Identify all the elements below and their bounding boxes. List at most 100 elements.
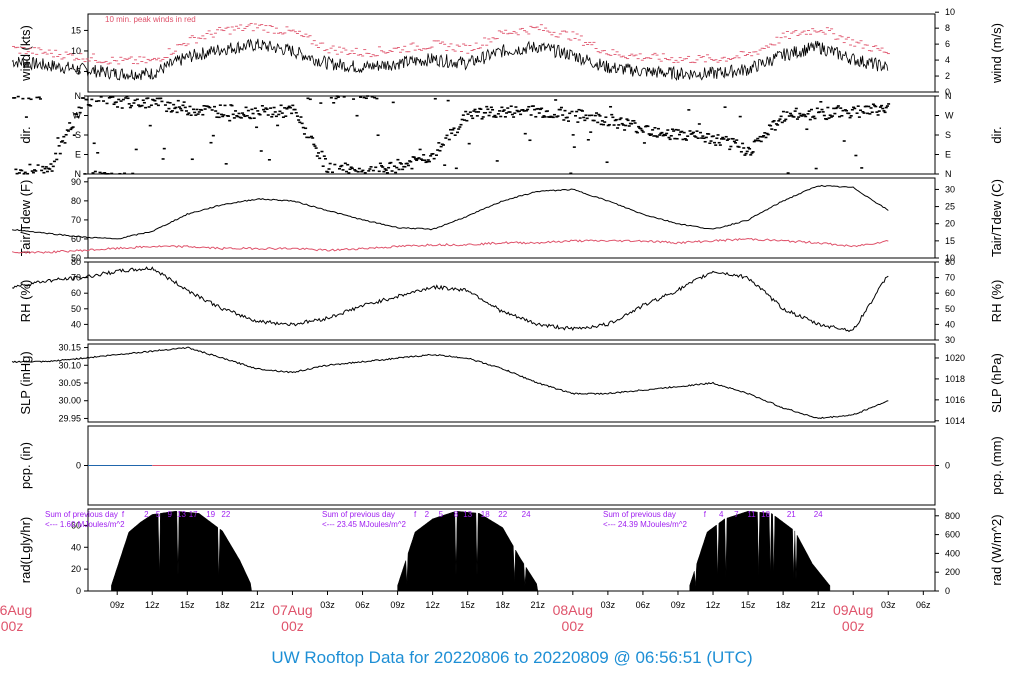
- y-tick-label-left: 50: [71, 304, 81, 314]
- panel-frame: [87, 95, 936, 175]
- y-axis-label-right: wind (m/s): [989, 23, 1004, 84]
- x-tick-label: 09z: [671, 600, 686, 610]
- y-tick-label-right: 50: [945, 304, 955, 314]
- dir-tick-label-left: E: [75, 150, 81, 160]
- x-tick-label: 21z: [811, 600, 826, 610]
- sunrise-hour-marker: 2: [425, 510, 430, 519]
- y-tick-label-left: 30.10: [58, 360, 81, 370]
- x-tick-label: 21z: [250, 600, 265, 610]
- dir-tick-label-right: E: [945, 150, 951, 160]
- y-tick-label-left: 70: [71, 215, 81, 225]
- y-axis-label-right: Tair/Tdew (C): [989, 179, 1004, 257]
- y-axis-label-right: pcp. (mm): [989, 436, 1004, 495]
- y-tick-label-right: 30: [945, 335, 955, 345]
- dir-tick-label-left: N: [75, 169, 82, 179]
- day-label: 07Aug: [272, 602, 312, 618]
- y-tick-label-left: 30.05: [58, 378, 81, 388]
- y-tick-label-left: 70: [71, 273, 81, 283]
- y-axis-label-left: SLP (inHg): [18, 351, 33, 414]
- x-tick-label: 12z: [706, 600, 721, 610]
- sunrise-hour-marker: f: [122, 510, 125, 519]
- radiation-sum-value: <--- 1.60 MJoules/m^2: [45, 520, 125, 529]
- y-tick-label-left: 10: [71, 46, 81, 56]
- x-tick-label: 09z: [390, 600, 405, 610]
- day-label-hour: 00z: [1, 618, 24, 634]
- y-tick-label-right: 400: [945, 548, 960, 558]
- y-tick-label-right: 70: [945, 273, 955, 283]
- x-tick-label: 18z: [776, 600, 791, 610]
- y-tick-label-right: 6: [945, 39, 950, 49]
- y-tick-label-right: 1014: [945, 416, 965, 426]
- y-tick-label-right: 1020: [945, 353, 965, 363]
- y-tick-label-left: 0: [76, 586, 81, 596]
- sunrise-hour-marker: 13: [463, 510, 472, 519]
- y-tick-label-right: 10: [945, 253, 955, 263]
- x-tick-label: 06z: [355, 600, 370, 610]
- y-tick-label-right: 0: [945, 461, 950, 471]
- x-tick-label: 03z: [320, 600, 335, 610]
- y-tick-label-right: 40: [945, 319, 955, 329]
- y-axis-label-left: dir.: [18, 126, 33, 143]
- y-tick-label-left: 0: [76, 461, 81, 471]
- sunrise-hour-marker: 8: [454, 510, 459, 519]
- day-label: 09Aug: [833, 602, 873, 618]
- dir-tick-label-right: N: [945, 91, 952, 101]
- sunrise-hour-marker: 18: [481, 510, 490, 519]
- dir-tick-label-left: N: [75, 91, 82, 101]
- y-tick-label-right: 20: [945, 219, 955, 229]
- y-tick-label-left: 80: [71, 257, 81, 267]
- sunrise-hour-marker: 7: [734, 510, 739, 519]
- dir-tick-label-left: S: [75, 130, 81, 140]
- y-axis-label-left: rad(Lgly/hr): [18, 517, 33, 583]
- day-label: 06Aug: [0, 602, 32, 618]
- y-tick-label-left: 15: [71, 25, 81, 35]
- y-axis-label-right: dir.: [989, 126, 1004, 143]
- x-tick-label: 06z: [916, 600, 931, 610]
- wind-speed-line: [11, 38, 889, 81]
- tair-line: [12, 184, 889, 240]
- x-tick-label: 12z: [425, 600, 440, 610]
- y-tick-label-left: 60: [71, 234, 81, 244]
- rh-line: [11, 266, 889, 333]
- y-tick-label-left: 60: [71, 520, 81, 530]
- panel-frame: [87, 177, 936, 259]
- y-tick-label-right: 25: [945, 202, 955, 212]
- y-tick-label-right: 2: [945, 71, 950, 81]
- y-tick-label-right: 1018: [945, 374, 965, 384]
- y-axis-label-right: RH (%): [989, 280, 1004, 323]
- x-tick-label: 15z: [460, 600, 475, 610]
- y-tick-label-right: 4: [945, 55, 950, 65]
- y-tick-label-right: 600: [945, 530, 960, 540]
- chart-title: UW Rooftop Data for 20220806 to 20220809…: [271, 648, 753, 667]
- x-tick-label: 03z: [601, 600, 616, 610]
- y-tick-label-left: 50: [71, 253, 81, 263]
- x-tick-label: 21z: [531, 600, 546, 610]
- sunrise-hour-marker: 18: [761, 510, 770, 519]
- y-tick-label-left: 80: [71, 196, 81, 206]
- y-axis-label-left: pcp. (in): [18, 442, 33, 489]
- sunrise-hour-marker: 11: [747, 510, 756, 519]
- y-tick-label-right: 0: [945, 586, 950, 596]
- y-tick-label-left: 29.95: [58, 413, 81, 423]
- dir-tick-label-right: W: [945, 111, 954, 121]
- sunrise-hour-marker: 22: [498, 510, 507, 519]
- y-tick-label-left: 40: [71, 319, 81, 329]
- y-tick-label-left: 60: [71, 288, 81, 298]
- sunrise-hour-marker: 19: [206, 510, 215, 519]
- sunrise-hour-marker: 5: [156, 510, 161, 519]
- radiation-sum-label: Sum of previous day: [603, 510, 676, 519]
- x-tick-label: 15z: [741, 600, 756, 610]
- dir-tick-label-right: S: [945, 130, 951, 140]
- radiation-sum-label: Sum of previous day: [322, 510, 395, 519]
- y-tick-label-left: 90: [71, 177, 81, 187]
- sunrise-hour-marker: f: [414, 510, 417, 519]
- y-tick-label-left: 20: [71, 564, 81, 574]
- y-tick-label-right: 800: [945, 511, 960, 521]
- tdew-line: [11, 237, 889, 254]
- radiation-area: [397, 511, 539, 592]
- sunrise-hour-marker: 24: [522, 510, 531, 519]
- panel-frame: [87, 13, 936, 93]
- x-tick-label: 18z: [495, 600, 510, 610]
- y-tick-label-right: 1016: [945, 395, 965, 405]
